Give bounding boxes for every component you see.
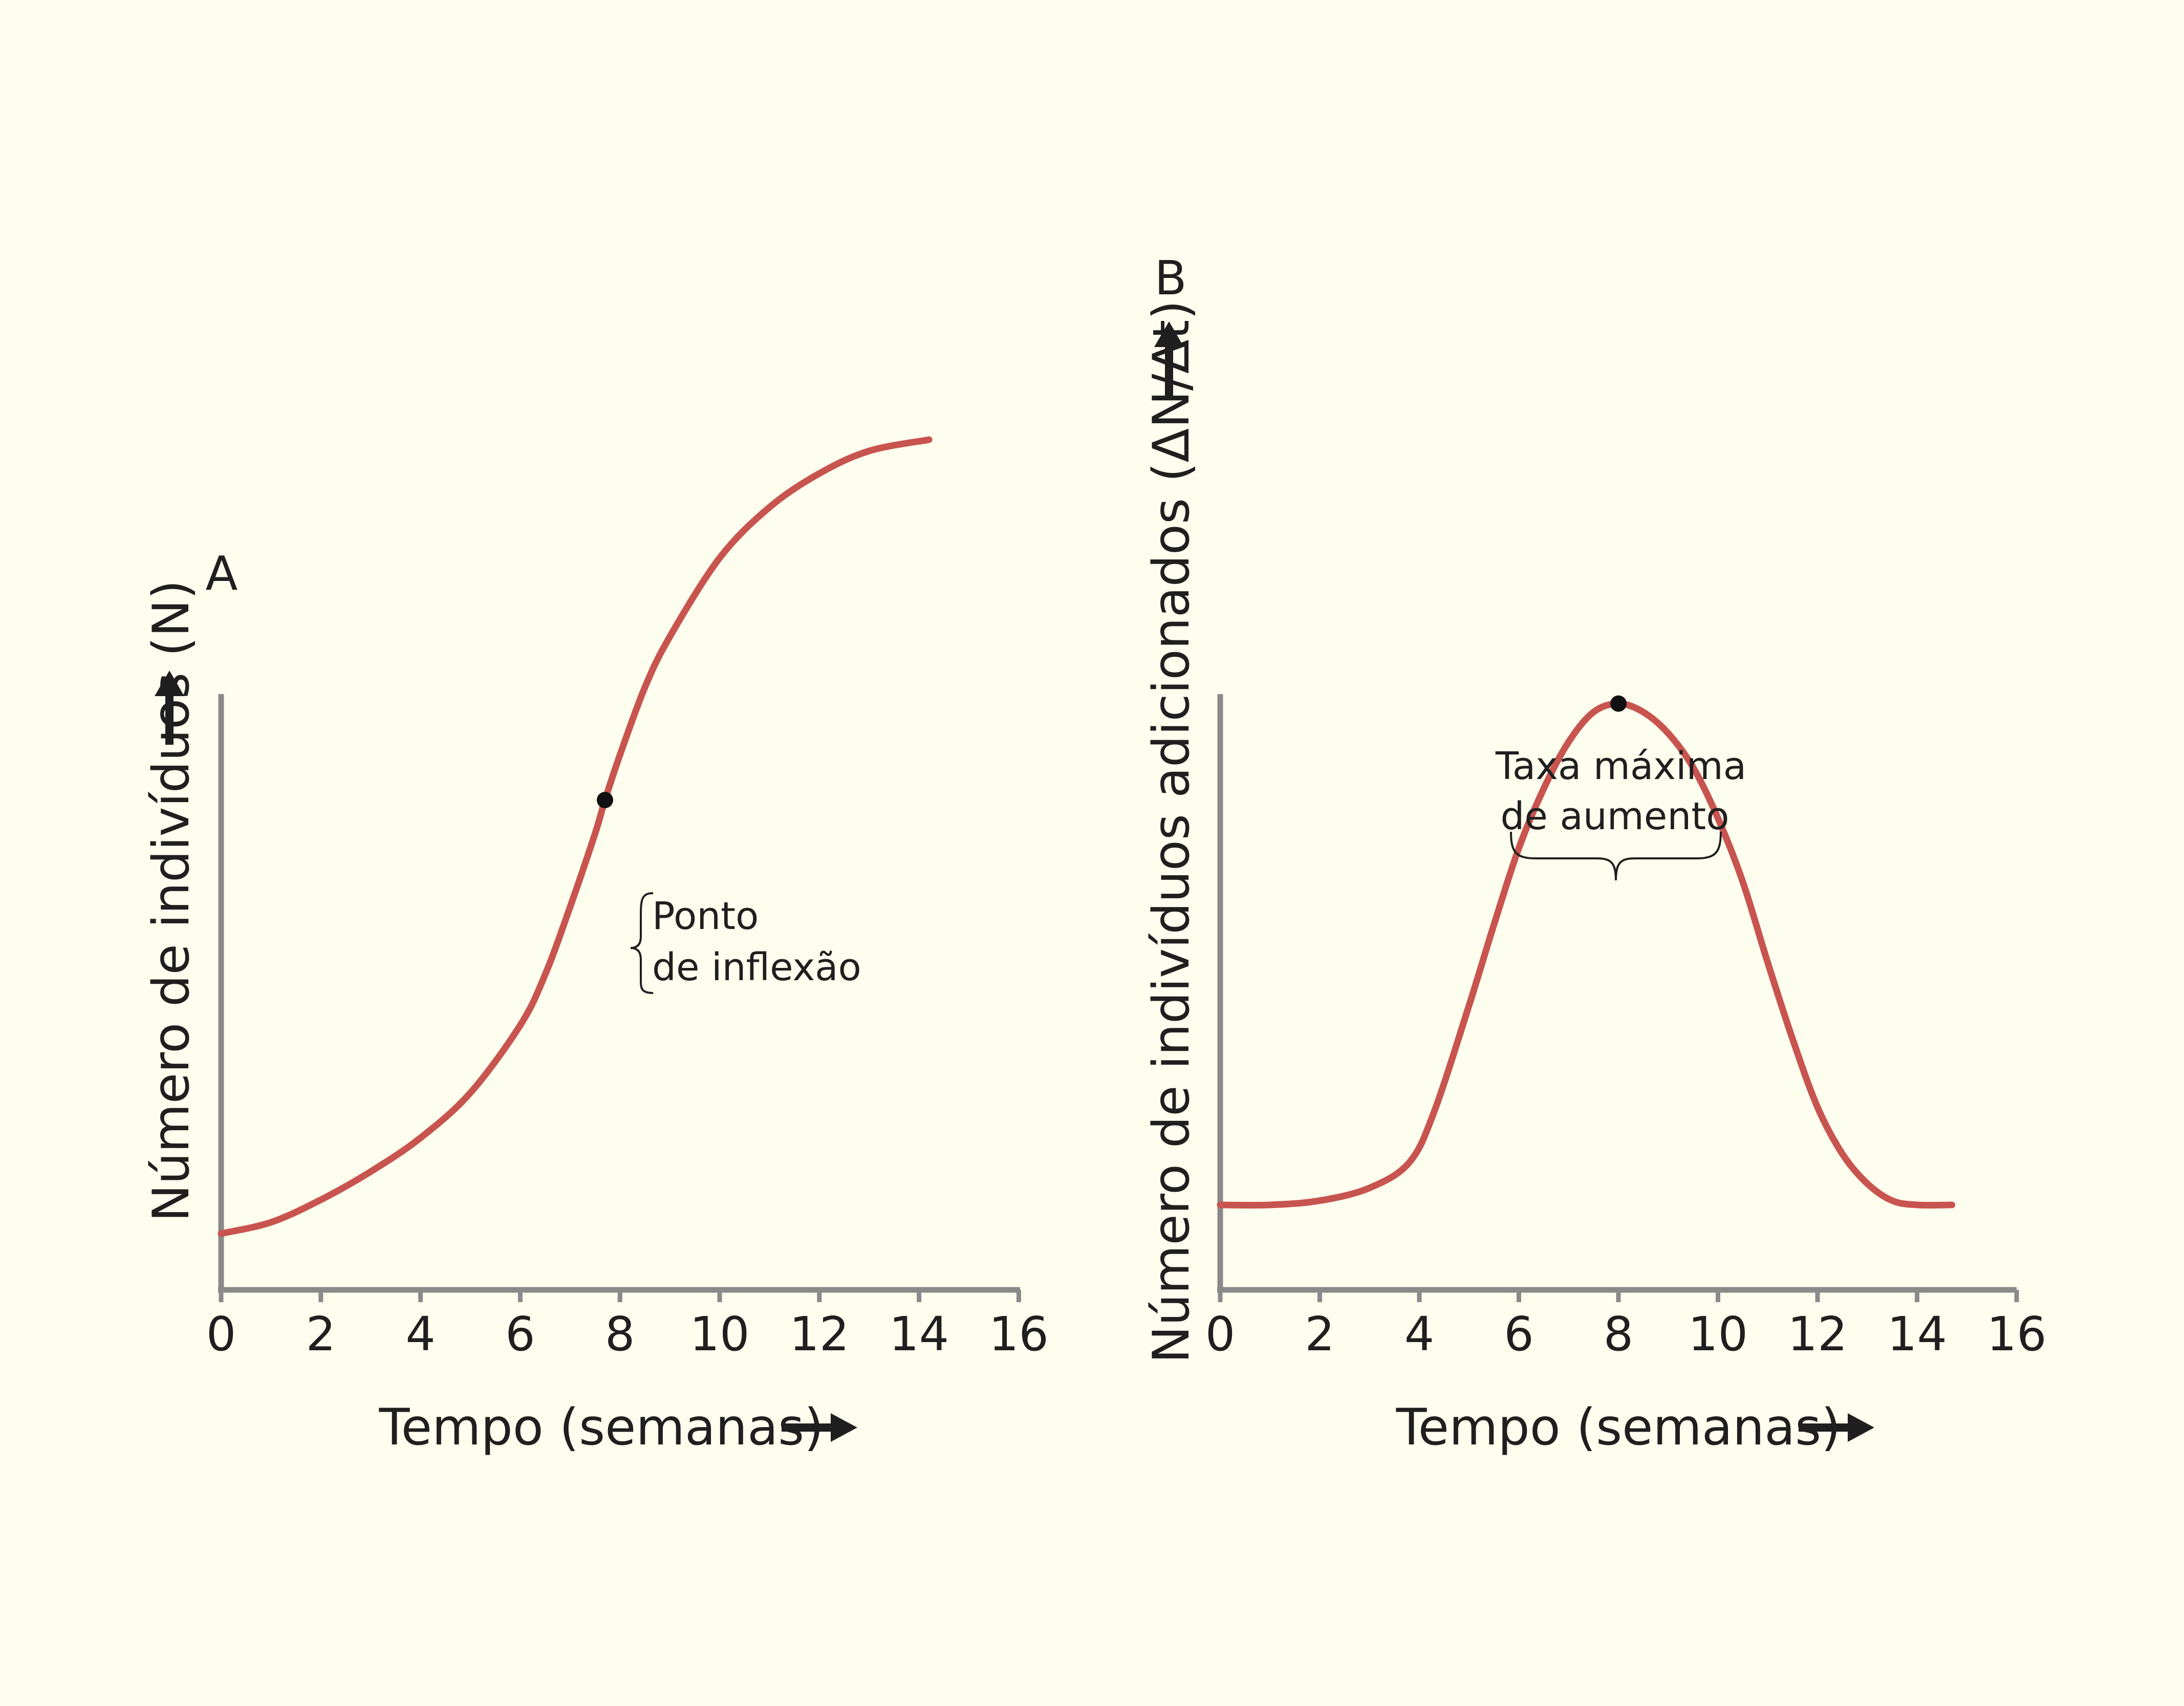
panel-b-letter: B xyxy=(1154,251,1186,306)
annotation-line-2: de aumento xyxy=(1500,794,1729,838)
x-axis-arrow-icon xyxy=(1799,1413,1874,1442)
x-tick-label: 16 xyxy=(1986,1307,2046,1362)
y-axis-label: Número de indivíduos adicionados (ΔN/Δt) xyxy=(1142,300,1201,1364)
annotation-brace xyxy=(1510,831,1722,881)
x-tick-label: 10 xyxy=(689,1307,749,1362)
x-axis-tick-labels: 0 2 4 6 8 10 12 14 16 xyxy=(1205,1307,2047,1362)
x-axis-ticks xyxy=(219,1290,1021,1302)
panel-a-chart: A Número de indivíduos (N) 0 2 4 6 8 10 12 14 16… xyxy=(142,436,1049,1457)
series-line xyxy=(218,436,933,1237)
panel-b-chart: B Número de indivíduos adicionados (ΔN/Δ… xyxy=(1142,251,2047,1457)
y-axis-arrow-icon xyxy=(1154,321,1184,396)
x-tick-label: 2 xyxy=(1305,1307,1335,1362)
x-tick-label: 12 xyxy=(1787,1307,1847,1362)
x-tick-label: 8 xyxy=(1604,1307,1634,1362)
x-tick-label: 14 xyxy=(889,1307,949,1362)
y-axis-arrow-icon xyxy=(155,671,184,745)
x-tick-label: 10 xyxy=(1688,1307,1748,1362)
x-tick-label: 0 xyxy=(1205,1307,1236,1362)
x-tick-label: 14 xyxy=(1887,1307,1947,1362)
x-tick-label: 6 xyxy=(505,1307,535,1362)
x-tick-label: 0 xyxy=(206,1307,236,1362)
annotation-line-1: Ponto xyxy=(652,894,759,938)
annotation-line-1: Taxa máxima xyxy=(1495,744,1746,788)
x-axis-arrow-icon xyxy=(782,1413,857,1442)
x-axis-tick-labels: 0 2 4 6 8 10 12 14 16 xyxy=(206,1307,1049,1362)
x-axis-label: Tempo (semanas) xyxy=(379,1398,824,1457)
x-tick-label: 12 xyxy=(789,1307,849,1362)
x-tick-label: 6 xyxy=(1504,1307,1534,1362)
y-axis-label: Número de indivíduos (N) xyxy=(142,580,201,1222)
inflection-point xyxy=(596,792,613,808)
annotation-brace xyxy=(630,892,654,994)
x-tick-label: 16 xyxy=(989,1307,1049,1362)
x-axis-label: Tempo (semanas) xyxy=(1396,1398,1841,1457)
x-tick-label: 4 xyxy=(405,1307,436,1362)
x-tick-label: 2 xyxy=(306,1307,336,1362)
x-tick-label: 8 xyxy=(605,1307,635,1362)
panel-a-letter: A xyxy=(206,546,238,601)
annotation-line-2: de inflexão xyxy=(652,945,861,989)
maximum-point xyxy=(1610,695,1627,712)
x-axis-ticks xyxy=(1218,1290,2019,1302)
x-tick-label: 4 xyxy=(1404,1307,1435,1362)
